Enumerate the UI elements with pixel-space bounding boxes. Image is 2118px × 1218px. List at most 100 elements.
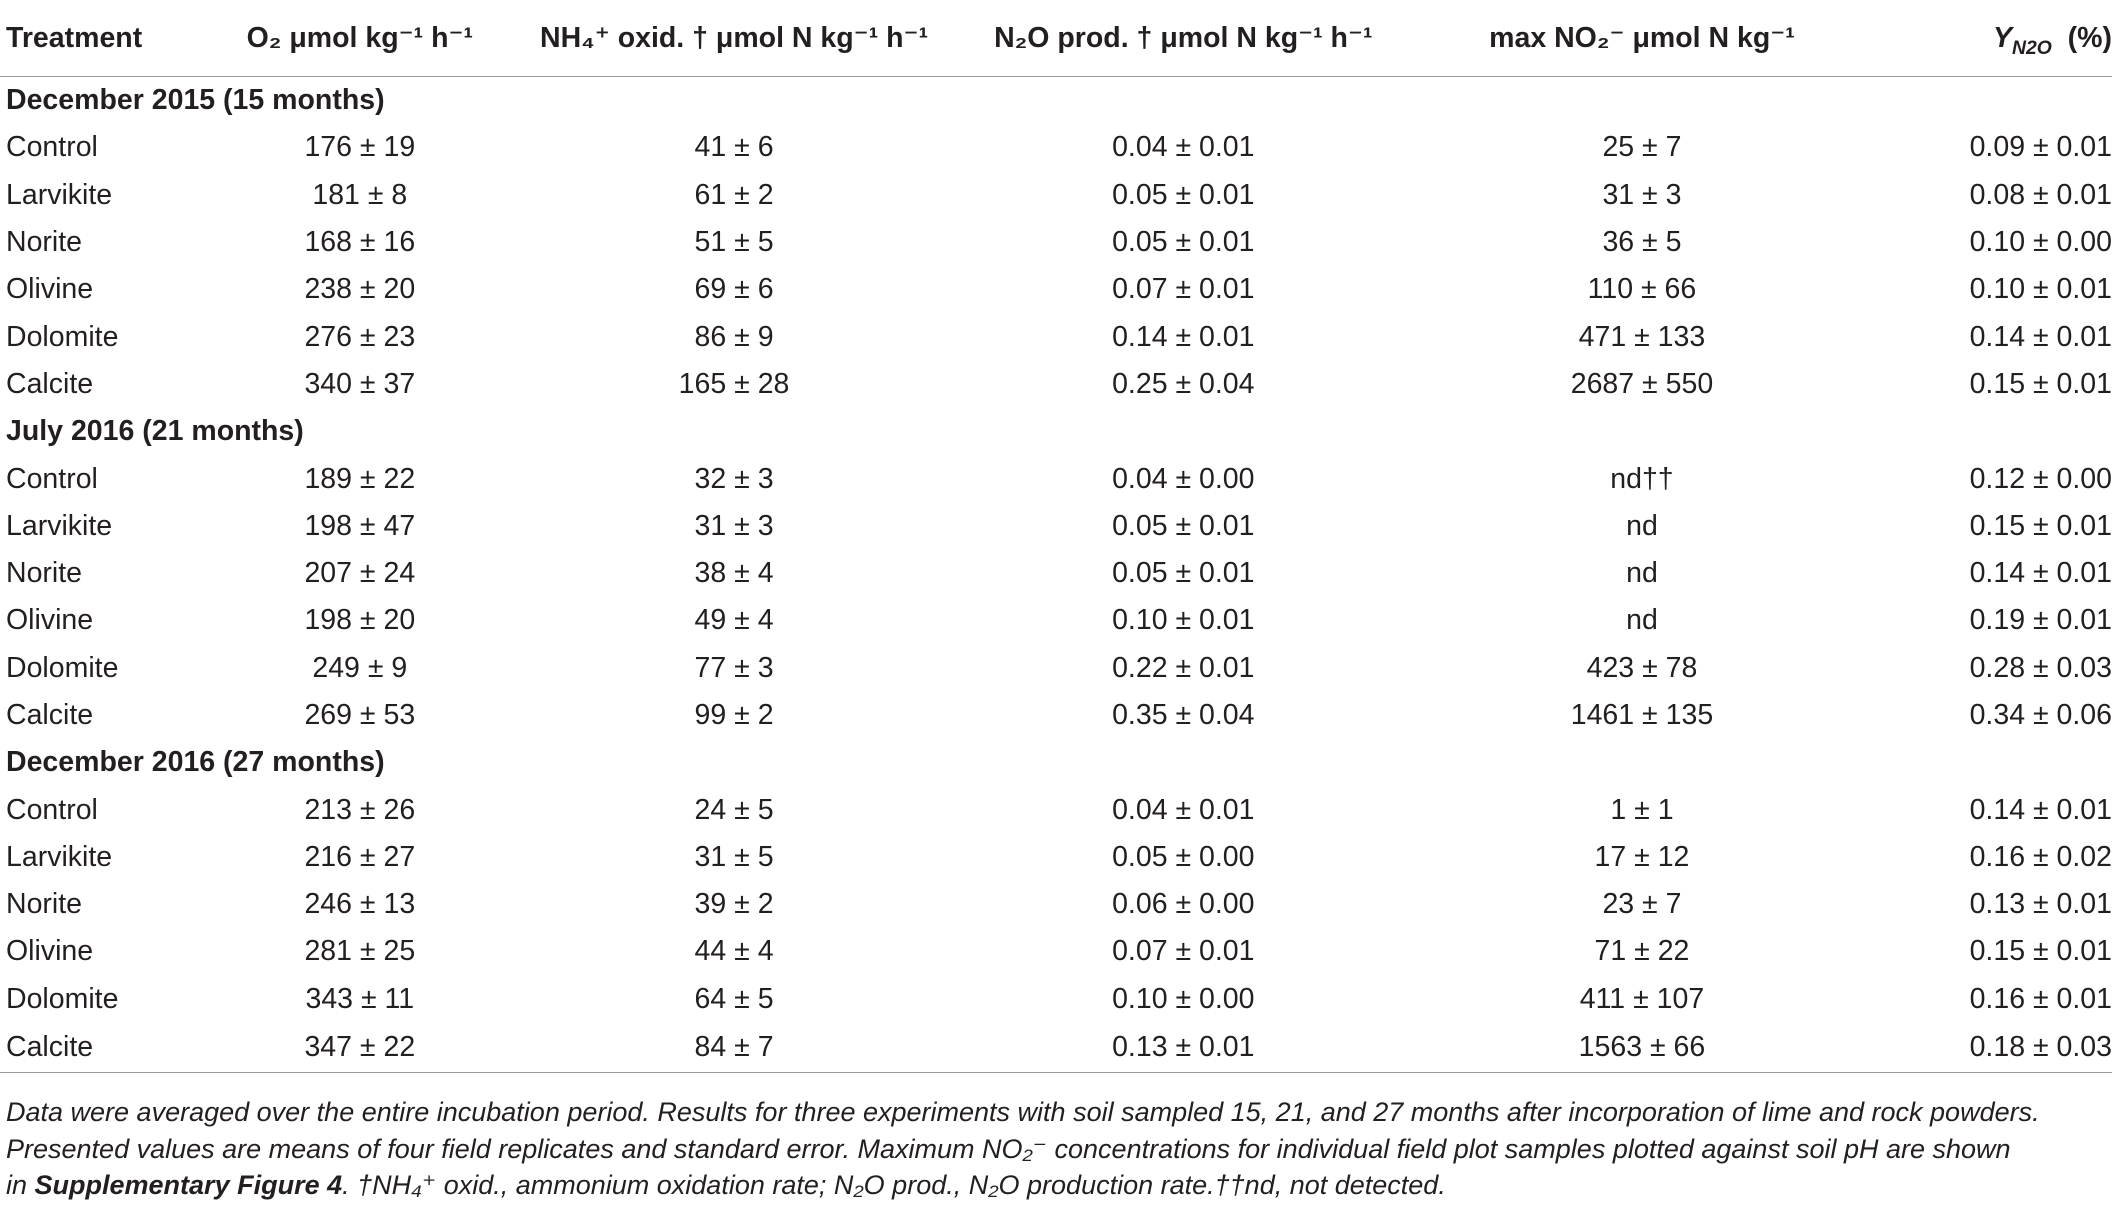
table-footnote: Data were averaged over the entire incub… xyxy=(6,1094,2114,1204)
cell-yield: 0.13 ± 0.01 xyxy=(1969,888,2112,921)
table-row: Calcite 347 ± 22 84 ± 7 0.13 ± 0.01 1563 ± 6… xyxy=(0,1022,2112,1073)
cell-max-no2: 110 ± 66 xyxy=(1587,273,1697,306)
cell-n2o-production: 0.05 ± 0.01 xyxy=(1112,557,1255,590)
cell-o2: 246 ± 13 xyxy=(304,888,416,921)
cell-n2o-production: 0.06 ± 0.00 xyxy=(1112,888,1255,921)
cell-yield: 0.15 ± 0.01 xyxy=(1969,935,2112,968)
cell-n2o-production: 0.14 ± 0.01 xyxy=(1112,320,1255,353)
cell-yield: 0.19 ± 0.01 xyxy=(1969,604,2112,637)
cell-yield: 0.16 ± 0.02 xyxy=(1969,840,2112,873)
cell-max-no2: 471 ± 133 xyxy=(1578,320,1706,353)
cell-o2: 198 ± 47 xyxy=(304,509,416,542)
footnote-line-1: Data were averaged over the entire incub… xyxy=(6,1097,2040,1127)
cell-treatment: Olivine xyxy=(6,273,94,306)
cell-nh4-oxidation: 44 ± 4 xyxy=(694,935,774,968)
cell-o2: 340 ± 37 xyxy=(304,367,416,400)
cell-yield: 0.10 ± 0.00 xyxy=(1969,226,2112,259)
cell-n2o-production: 0.05 ± 0.00 xyxy=(1112,840,1255,873)
cell-o2: 207 ± 24 xyxy=(304,557,416,590)
cell-max-no2: nd†† xyxy=(1610,462,1674,495)
cell-nh4-oxidation: 61 ± 2 xyxy=(694,178,774,211)
table-row: Olivine 238 ± 20 69 ± 6 0.07 ± 0.01 110 ± 66… xyxy=(0,266,2112,313)
group-row: December 2015 (15 months) xyxy=(0,77,2112,125)
table-row: Control 189 ± 22 32 ± 3 0.04 ± 0.00 nd†† 0.12… xyxy=(0,455,2112,502)
cell-treatment: Dolomite xyxy=(6,982,119,1015)
cell-max-no2: 1563 ± 66 xyxy=(1422,1022,1862,1073)
cell-n2o-production: 0.25 ± 0.04 xyxy=(1112,367,1255,400)
cell-nh4-oxidation: 31 ± 3 xyxy=(694,509,774,542)
group-row: July 2016 (21 months) xyxy=(0,408,2112,455)
cell-yield: 0.14 ± 0.01 xyxy=(1969,557,2112,590)
cell-treatment: Olivine xyxy=(6,935,94,968)
cell-o2: 213 ± 26 xyxy=(304,793,416,826)
cell-treatment: Larvikite xyxy=(6,509,113,542)
cell-n2o-production: 0.13 ± 0.01 xyxy=(943,1022,1423,1073)
table-row: Larvikite 181 ± 8 61 ± 2 0.05 ± 0.01 31 ± 3 0… xyxy=(0,172,2112,219)
cell-o2: 176 ± 19 xyxy=(304,131,416,164)
cell-treatment: Dolomite xyxy=(6,651,119,684)
cell-o2: 249 ± 9 xyxy=(312,651,408,684)
cell-n2o-production: 0.05 ± 0.01 xyxy=(1112,226,1255,259)
cell-nh4-oxidation: 77 ± 3 xyxy=(694,651,774,684)
cell-n2o-production: 0.04 ± 0.01 xyxy=(1112,131,1255,164)
cell-nh4-oxidation: 39 ± 2 xyxy=(694,888,774,921)
header-row: Treatment O₂ μmol kg⁻¹ h⁻¹ NH₄⁺ oxid. † … xyxy=(0,0,2112,77)
cell-nh4-oxidation: 32 ± 3 xyxy=(694,462,774,495)
cell-yield: 0.16 ± 0.01 xyxy=(1969,982,2112,1015)
cell-n2o-production: 0.05 ± 0.01 xyxy=(1112,509,1255,542)
cell-o2: 238 ± 20 xyxy=(304,273,416,306)
cell-max-no2: 23 ± 7 xyxy=(1602,888,1682,921)
cell-treatment: Olivine xyxy=(6,604,94,637)
cell-treatment: Calcite xyxy=(6,367,94,400)
group-label: December 2016 (27 months) xyxy=(6,746,385,779)
cell-max-no2: 71 ± 22 xyxy=(1594,935,1690,968)
cell-max-no2: nd xyxy=(1626,604,1658,637)
cell-yield: 0.14 ± 0.01 xyxy=(1969,320,2112,353)
cell-o2: 189 ± 22 xyxy=(304,462,416,495)
cell-treatment: Control xyxy=(6,131,98,164)
cell-o2: 198 ± 20 xyxy=(304,604,416,637)
table-row: Calcite 340 ± 37 165 ± 28 0.25 ± 0.04 2687 ±… xyxy=(0,361,2112,408)
cell-o2: 347 ± 22 xyxy=(195,1022,525,1073)
cell-treatment: Control xyxy=(6,462,98,495)
cell-nh4-oxidation: 69 ± 6 xyxy=(694,273,774,306)
yield-unit: (%) xyxy=(2067,21,2112,54)
supplementary-figure-link[interactable]: Supplementary Figure 4 xyxy=(34,1170,343,1200)
table-row: Calcite 269 ± 53 99 ± 2 0.35 ± 0.04 1461 ± 1… xyxy=(0,692,2112,739)
group-label: December 2015 (15 months) xyxy=(6,84,385,117)
table-row: Larvikite 198 ± 47 31 ± 3 0.05 ± 0.01 nd 0.15… xyxy=(0,503,2112,550)
footnote-line-3-pre: in xyxy=(6,1170,35,1200)
cell-treatment: Norite xyxy=(6,557,83,590)
table-row: Dolomite 249 ± 9 77 ± 3 0.22 ± 0.01 423 ± 78… xyxy=(0,645,2112,692)
table-row: Olivine 281 ± 25 44 ± 4 0.07 ± 0.01 71 ± 22 0… xyxy=(0,928,2112,975)
cell-yield: 0.12 ± 0.00 xyxy=(1969,462,2112,495)
group-row: December 2016 (27 months) xyxy=(0,739,2112,786)
table-row: Norite 246 ± 13 39 ± 2 0.06 ± 0.00 23 ± 7 0.1… xyxy=(0,881,2112,928)
table-body: December 2015 (15 months) Control 176 ± 19… xyxy=(0,77,2112,1073)
cell-max-no2: 25 ± 7 xyxy=(1602,131,1682,164)
cell-nh4-oxidation: 31 ± 5 xyxy=(694,840,774,873)
col-header-treatment: Treatment xyxy=(0,0,196,77)
cell-nh4-oxidation: 41 ± 6 xyxy=(694,131,774,164)
cell-treatment: Norite xyxy=(6,888,83,921)
cell-yield: 0.08 ± 0.01 xyxy=(1969,178,2112,211)
cell-o2: 276 ± 23 xyxy=(304,320,416,353)
cell-max-no2: nd xyxy=(1626,557,1658,590)
table-row: Norite 168 ± 16 51 ± 5 0.05 ± 0.01 36 ± 5 0.1… xyxy=(0,219,2112,266)
cell-nh4-oxidation: 49 ± 4 xyxy=(694,604,774,637)
cell-max-no2: 2687 ± 550 xyxy=(1570,367,1714,400)
footnote-line-3: in Supplementary Figure 4. †NH₄⁺ oxid., … xyxy=(6,1167,2114,1204)
cell-o2: 181 ± 8 xyxy=(312,178,408,211)
cell-n2o-production: 0.35 ± 0.04 xyxy=(1112,699,1255,731)
cell-treatment: Dolomite xyxy=(6,320,119,353)
cell-o2: 216 ± 27 xyxy=(304,840,416,873)
cell-max-no2: 17 ± 12 xyxy=(1594,840,1690,873)
cell-treatment: Calcite xyxy=(0,1022,196,1073)
footnote-line-2: Presented values are means of four field… xyxy=(6,1133,2011,1164)
col-header-o2: O₂ μmol kg⁻¹ h⁻¹ xyxy=(195,0,525,77)
table-row: Control 213 ± 26 24 ± 5 0.04 ± 0.01 1 ± 1 0.1… xyxy=(0,786,2112,833)
cell-n2o-production: 0.10 ± 0.00 xyxy=(1112,982,1255,1015)
cell-max-no2: 36 ± 5 xyxy=(1602,226,1682,259)
cell-yield: 0.28 ± 0.03 xyxy=(1969,651,2112,684)
col-header-yield: YN2O (%) xyxy=(1861,0,2112,77)
